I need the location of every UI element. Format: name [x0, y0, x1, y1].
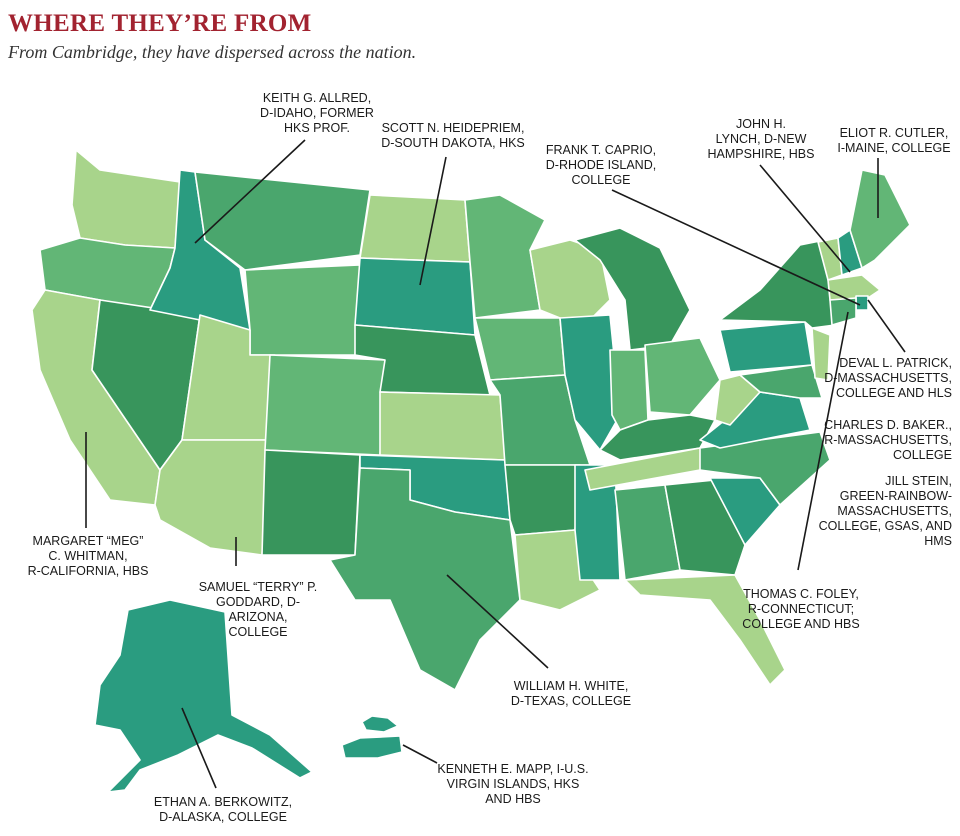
state-colorado: [264, 354, 386, 456]
state-iowa: [474, 317, 566, 381]
leader-caprio: [611, 189, 861, 306]
state-massachusetts: [827, 274, 881, 301]
state-indiana: [609, 349, 649, 431]
leader-heidepriem: [419, 156, 447, 286]
label-caprio: FRANK T. CAPRIO, D-RHODE ISLAND, COLLEGE: [545, 143, 657, 187]
leader-lynch: [759, 164, 851, 273]
leader-white: [446, 574, 549, 669]
state-north-carolina: [699, 431, 831, 506]
state-new-mexico: [261, 449, 361, 556]
state-arizona: [154, 439, 271, 556]
state-new-york: [719, 239, 836, 329]
leader-patrick: [867, 299, 906, 353]
label-cutler: ELIOT R. CUTLER, I-MAINE, COLLEGE: [837, 126, 951, 155]
label-whitman: MARGARET “MEG” C. WHITMAN, R-CALIFORNIA,…: [27, 534, 149, 578]
state-maryland: [739, 364, 823, 399]
label-berkowitz: ETHAN A. BERKOWITZ, D-ALASKA, COLLEGE: [153, 795, 293, 824]
state-kentucky: [599, 414, 716, 461]
leader-berkowitz: [181, 707, 217, 789]
state-kansas: [379, 391, 506, 461]
state-montana: [194, 171, 371, 271]
state-north-dakota: [359, 194, 471, 263]
label-white: WILLIAM H. WHITE, D-TEXAS, COLLEGE: [510, 679, 632, 708]
label-stein: JILL STEIN, GREEN-RAINBOW- MASSACHUSETTS…: [818, 474, 952, 548]
state-florida: [624, 574, 786, 686]
virgin-islands-north: [361, 715, 399, 733]
label-lynch: JOHN H. LYNCH, D-NEW HAMPSHIRE, HBS: [707, 117, 815, 161]
label-patrick: DEVAL L. PATRICK, D-MASSACHUSETTS, COLLE…: [824, 356, 952, 400]
label-mapp: KENNETH E. MAPP, I-U.S. VIRGIN ISLANDS, …: [437, 762, 589, 806]
state-alaska: [94, 599, 313, 793]
state-south-dakota: [354, 257, 476, 336]
label-baker: CHARLES D. BAKER., R-MASSACHUSETTS, COLL…: [824, 418, 952, 462]
state-rhode-island: [855, 295, 869, 311]
leader-foley: [797, 311, 849, 571]
map-title: WHERE THEY’RE FROM: [8, 10, 312, 37]
state-pennsylvania: [719, 321, 813, 373]
leader-allred: [194, 139, 306, 244]
virgin-islands-st-croix: [341, 735, 403, 759]
map-subtitle: From Cambridge, they have dispersed acro…: [8, 42, 417, 62]
label-goddard: SAMUEL “TERRY” P. GODDARD, D-ARIZONA, CO…: [198, 580, 318, 639]
state-new-jersey: [811, 327, 831, 381]
state-wyoming: [244, 264, 361, 356]
label-foley: THOMAS C. FOLEY, R-CONNECTICUT; COLLEGE …: [742, 587, 860, 631]
state-arkansas: [504, 464, 581, 536]
state-maine: [849, 169, 911, 269]
state-texas: [329, 467, 521, 691]
label-allred: KEITH G. ALLRED, D-IDAHO, FORMER HKS PRO…: [260, 91, 374, 135]
leader-mapp: [402, 744, 438, 764]
label-heidepriem: SCOTT N. HEIDEPRIEM, D-SOUTH DAKOTA, HKS: [381, 121, 525, 150]
state-washington: [71, 149, 181, 249]
state-ohio: [644, 337, 721, 416]
